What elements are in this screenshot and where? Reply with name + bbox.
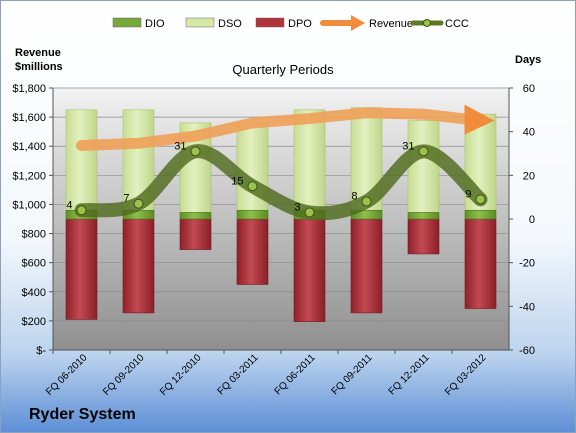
x-tick-label: FQ 06-2010 [44,352,90,398]
legend-label-dio: DIO [145,18,165,30]
ccc-point [418,146,429,157]
legend-label-revenue: Revenue [369,18,413,30]
ccc-point [475,194,486,205]
dpo-bar [464,218,497,309]
legend-label-dpo: DPO [288,18,312,30]
legend: DIO DSO DPO Revenue CCC [112,15,469,31]
right-tick-label: -20 [519,258,535,270]
dpo-bar [65,218,98,320]
legend-label-ccc: CCC [445,18,469,30]
legend-swatch-dio [112,17,142,28]
left-tick-label: $1,800 [12,83,46,95]
dpo-bar [122,218,155,314]
dso-bar [65,109,98,211]
dpo-bar [293,218,326,322]
ccc-point [247,181,258,192]
x-tick-label: FQ 03-2012 [443,352,489,398]
legend-swatch-dpo [255,17,285,28]
ccc-data-label: 4 [66,199,72,211]
revenue-line [76,107,472,151]
left-tick-label: $800 [22,229,46,241]
ccc-data-label: 7 [123,193,129,205]
right-tick-label: 60 [523,83,535,95]
ccc-data-label: 31 [402,140,414,152]
left-tick-label: $1,000 [12,199,46,211]
left-tick-label: $1,400 [12,141,46,153]
chart-title: Quarterly Periods [232,62,334,77]
legend-swatch-dso [185,17,215,28]
legend-label-dso: DSO [218,18,242,30]
ccc-point [361,196,372,207]
left-tick-label: $1,200 [12,170,46,182]
ccc-point [304,207,315,218]
ccc-data-label: 8 [351,191,357,203]
dio-bar [236,209,269,220]
right-tick-label: -60 [519,345,535,357]
legend-marker-ccc [423,19,431,27]
dpo-bar [350,218,383,314]
ccc-point [76,205,87,216]
ccc-data-label: 15 [231,175,243,187]
ccc-data-label: 3 [294,201,300,213]
x-tick-label: FQ 09-2010 [101,352,147,398]
revenue-arrowhead [464,104,495,135]
x-tick-label: FQ 12-2010 [158,352,204,398]
ccc-point [190,146,201,157]
plot-background [53,88,509,350]
left-tick-label: $1,600 [12,112,46,124]
plot-area [53,88,509,350]
dso-bar [293,109,326,211]
dio-bar [464,209,497,220]
left-tick-label: $400 [22,287,46,299]
right-axis-label: Days [515,54,541,66]
left-tick-label: $200 [22,316,46,328]
left-tick-label: $600 [22,258,46,270]
dso-bar [407,120,440,213]
x-tick-label: FQ 06-2011 [273,352,318,397]
ccc-data-label: 9 [465,188,471,200]
x-tick-label: FQ 03-2011 [216,352,261,397]
ccc-point [133,198,144,209]
x-tick-label: FQ 12-2011 [387,352,432,397]
left-axis-label-line1: Revenue [15,47,61,59]
left-tick-label: $- [36,345,46,357]
company-name: Ryder System [29,406,136,423]
x-tick-label: FQ 09-2011 [330,352,375,397]
right-tick-label: 20 [523,170,535,182]
left-axis-label-line2: $millions [15,61,63,73]
ccc-data-label: 31 [174,140,186,152]
legend-arrowhead [351,15,365,31]
dpo-bar [179,218,212,250]
right-tick-label: 40 [523,127,535,139]
dio-bar [179,212,212,220]
right-tick-label: 0 [529,214,535,226]
dpo-bar [236,218,269,285]
dio-bar [407,212,440,220]
dpo-bar [407,218,440,255]
right-tick-label: -40 [519,301,535,313]
